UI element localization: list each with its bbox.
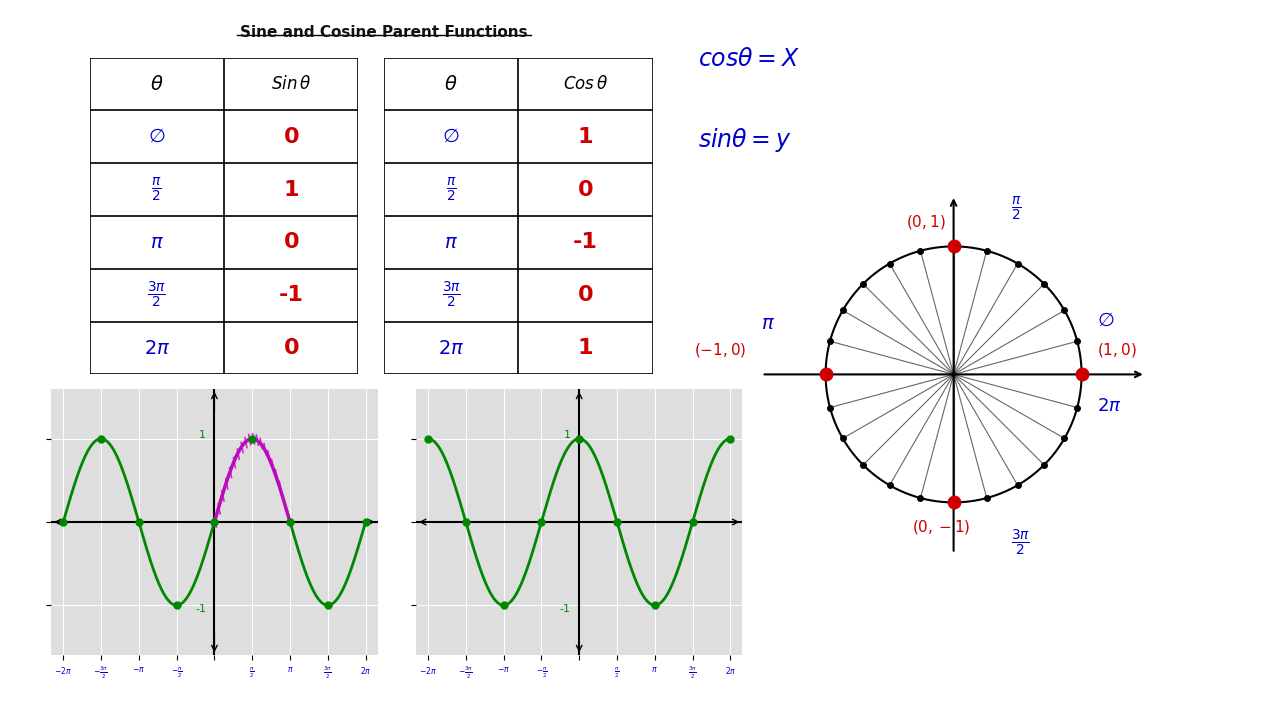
Text: $\emptyset$: $\emptyset$ — [443, 127, 460, 146]
Text: $(-1,0)$: $(-1,0)$ — [694, 341, 746, 359]
Text: $\emptyset$: $\emptyset$ — [1097, 310, 1115, 330]
Text: $Cos\,\theta$: $Cos\,\theta$ — [563, 75, 608, 93]
Text: $2\pi$: $2\pi$ — [143, 338, 170, 358]
Text: $\frac{\pi}{2}$: $\frac{\pi}{2}$ — [1011, 195, 1021, 223]
Text: 1: 1 — [198, 430, 206, 440]
Text: $(0,1)$: $(0,1)$ — [905, 213, 946, 231]
Text: $cos\theta = X$: $cos\theta = X$ — [698, 47, 800, 71]
Text: $Sin\,\theta$: $Sin\,\theta$ — [271, 75, 311, 93]
Text: $2\pi$: $2\pi$ — [1097, 397, 1121, 415]
Text: 1: 1 — [283, 179, 300, 199]
Text: 1: 1 — [563, 430, 571, 440]
Text: $\emptyset$: $\emptyset$ — [148, 127, 165, 146]
Text: $\theta$: $\theta$ — [150, 74, 164, 94]
Text: $\theta$: $\theta$ — [444, 74, 458, 94]
Text: $2\pi$: $2\pi$ — [438, 338, 465, 358]
Text: 0: 0 — [577, 179, 594, 199]
Text: -1: -1 — [195, 604, 206, 614]
Text: 0: 0 — [577, 285, 594, 305]
Text: MrHowardMath.com: MrHowardMath.com — [1083, 687, 1240, 701]
Text: -1: -1 — [573, 233, 598, 253]
Text: $(1,0)$: $(1,0)$ — [1097, 341, 1137, 359]
Text: 3M's: 3M's — [253, 623, 323, 652]
Text: $\pi$: $\pi$ — [444, 233, 458, 252]
Text: $\frac{3\pi}{2}$: $\frac{3\pi}{2}$ — [147, 280, 166, 310]
Text: Max, Mid, Min: Max, Mid, Min — [435, 623, 627, 651]
Text: 0: 0 — [283, 233, 300, 253]
Text: $\frac{\pi}{2}$: $\frac{\pi}{2}$ — [445, 176, 457, 204]
Text: $\frac{\pi}{2}$: $\frac{\pi}{2}$ — [151, 176, 163, 204]
Text: 0: 0 — [283, 338, 300, 358]
Text: 0: 0 — [283, 127, 300, 147]
Text: $(0,-1)$: $(0,-1)$ — [911, 518, 970, 536]
Text: $sin\theta = y$: $sin\theta = y$ — [698, 126, 791, 154]
Text: $\pi$: $\pi$ — [762, 315, 774, 333]
Text: Sine and Cosine Parent Functions: Sine and Cosine Parent Functions — [241, 25, 527, 40]
Text: $\frac{3\pi}{2}$: $\frac{3\pi}{2}$ — [442, 280, 461, 310]
Text: -1: -1 — [559, 604, 571, 614]
Text: $\frac{3\pi}{2}$: $\frac{3\pi}{2}$ — [1011, 528, 1030, 558]
Text: 1: 1 — [577, 127, 594, 147]
Text: $\pi$: $\pi$ — [150, 233, 164, 252]
Text: -1: -1 — [279, 285, 303, 305]
Text: 1: 1 — [577, 338, 594, 358]
